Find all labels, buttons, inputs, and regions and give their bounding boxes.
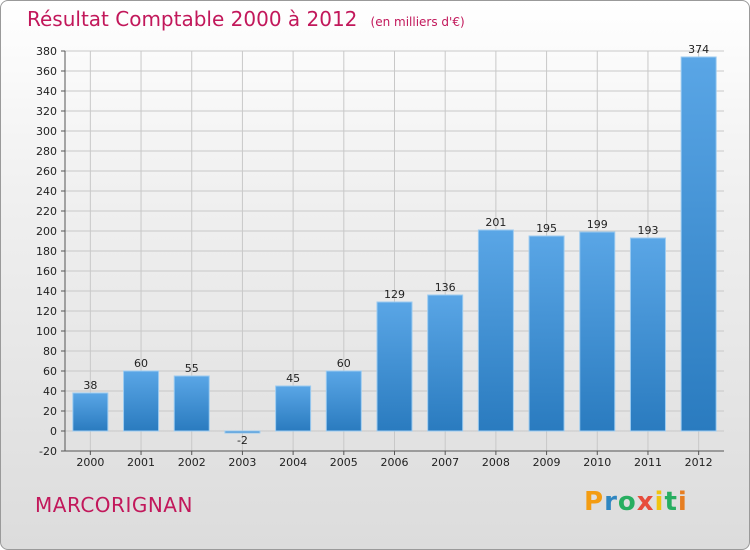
y-tick-label: 220	[36, 205, 57, 218]
y-tick-label: 260	[36, 165, 57, 178]
x-tick-label-2011: 2011	[634, 456, 662, 469]
y-tick-label: 180	[36, 245, 57, 258]
bars	[72, 56, 717, 434]
logo-letter: P	[584, 487, 605, 517]
y-tick-label: 140	[36, 285, 57, 298]
value-label-2009: 195	[536, 222, 557, 235]
x-tick-label-2009: 2009	[533, 456, 561, 469]
x-tick-label-2002: 2002	[178, 456, 206, 469]
value-label-2008: 201	[485, 216, 506, 229]
value-label-2010: 199	[587, 218, 608, 231]
value-label-2000: 38	[83, 379, 97, 392]
chart-subtitle: (en milliers d'€)	[370, 15, 465, 29]
bar-2000	[72, 392, 109, 432]
value-label-2005: 60	[337, 357, 351, 370]
bar-2001	[123, 370, 160, 432]
axes: -20 0 20 40 60 80 100 120 140 160 180 200 220 240 260 2…	[36, 45, 724, 469]
bar-2005	[325, 370, 362, 432]
y-tick-label: 120	[36, 305, 57, 318]
y-tick-label: 320	[36, 105, 57, 118]
bar-2007	[427, 294, 464, 432]
y-tick-label: 20	[43, 405, 57, 418]
bar-2004	[275, 385, 312, 432]
bar-2006	[376, 301, 413, 432]
value-label-2006: 129	[384, 288, 405, 301]
x-tick-label-2004: 2004	[279, 456, 307, 469]
bar-2011	[629, 237, 666, 432]
bar-2008	[477, 229, 514, 432]
logo-letter: x	[636, 487, 655, 517]
y-tick-label: 100	[36, 325, 57, 338]
bar-2012	[680, 56, 717, 432]
x-tick-label-2007: 2007	[431, 456, 459, 469]
proxiti-logo: Proxiti	[584, 487, 688, 517]
y-tick-label: 200	[36, 225, 57, 238]
x-tick-label-2012: 2012	[685, 456, 713, 469]
chart-title: Résultat Comptable 2000 à 2012 (en milli…	[27, 7, 465, 31]
logo-letter: o	[617, 487, 637, 517]
y-tick-label: 280	[36, 145, 57, 158]
y-tick-label: 60	[43, 365, 57, 378]
x-tick-label-2003: 2003	[228, 456, 256, 469]
commune-name: MARCORIGNAN	[35, 493, 193, 517]
logo-letter: r	[604, 487, 618, 517]
x-tick-label-2005: 2005	[330, 456, 358, 469]
y-tick-label: 300	[36, 125, 57, 138]
y-tick-label: 80	[43, 345, 57, 358]
value-label-2001: 60	[134, 357, 148, 370]
chart-title-main: Résultat Comptable 2000 à 2012	[27, 7, 358, 31]
x-tick-label-2001: 2001	[127, 456, 155, 469]
value-label-2011: 193	[637, 224, 658, 237]
bar-2009	[528, 235, 565, 432]
bar-2010	[579, 231, 616, 432]
bar-2003	[224, 430, 261, 434]
y-tick-label: 360	[36, 65, 57, 78]
logo-letter: i	[677, 487, 688, 517]
x-tick-label-2000: 2000	[76, 456, 104, 469]
y-tick-label: 160	[36, 265, 57, 278]
value-label-2012: 374	[688, 43, 709, 56]
value-labels: 38 60 55 -2 45 60 129 136 201 195 199 193 374	[83, 43, 709, 447]
value-label-2004: 45	[286, 372, 300, 385]
value-label-2003: -2	[237, 434, 248, 447]
y-tick-label: 380	[36, 45, 57, 58]
value-label-2002: 55	[185, 362, 199, 375]
y-tick-label: 40	[43, 385, 57, 398]
y-tick-label: 0	[50, 425, 57, 438]
logo-letter: t	[664, 487, 678, 517]
x-tick-label-2006: 2006	[381, 456, 409, 469]
value-label-2007: 136	[435, 281, 456, 294]
bar-2002	[173, 375, 210, 432]
logo-letter: i	[654, 487, 665, 517]
y-tick-label: 240	[36, 185, 57, 198]
x-tick-label-2010: 2010	[583, 456, 611, 469]
y-tick-label: 340	[36, 85, 57, 98]
x-tick-label-2008: 2008	[482, 456, 510, 469]
y-tick-label: -20	[39, 445, 57, 458]
